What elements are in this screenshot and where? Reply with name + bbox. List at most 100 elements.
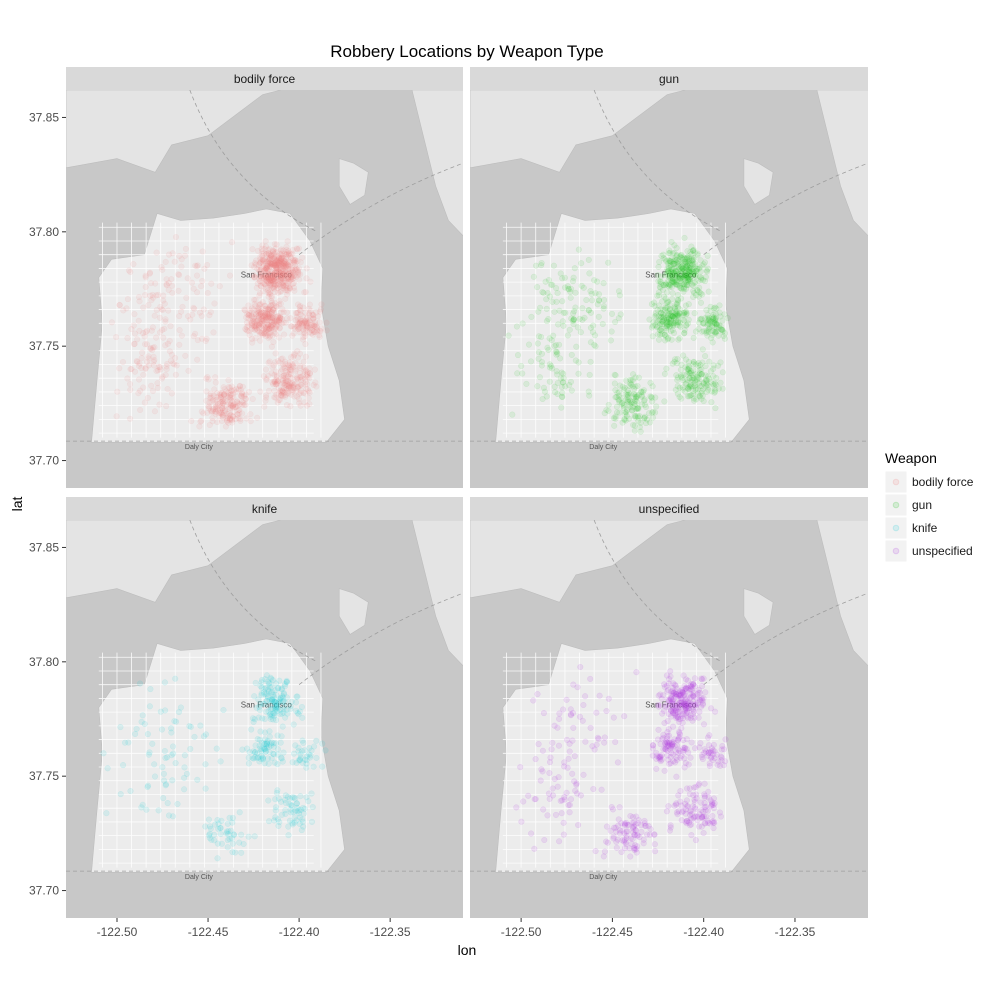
data-point bbox=[260, 756, 267, 763]
data-point bbox=[263, 314, 270, 321]
data-point bbox=[263, 264, 271, 271]
data-point bbox=[288, 375, 295, 382]
data-point bbox=[583, 296, 590, 304]
data-point bbox=[590, 322, 597, 329]
data-point bbox=[721, 330, 729, 337]
data-point bbox=[275, 259, 282, 266]
data-point bbox=[632, 406, 639, 413]
data-point bbox=[689, 247, 697, 254]
data-point bbox=[685, 384, 692, 391]
data-point bbox=[259, 272, 266, 280]
data-point bbox=[114, 388, 121, 395]
data-point bbox=[160, 795, 167, 802]
data-point bbox=[266, 333, 273, 340]
data-point bbox=[678, 695, 685, 702]
data-point bbox=[664, 688, 671, 695]
data-point bbox=[267, 302, 274, 309]
data-point bbox=[255, 754, 262, 761]
data-point bbox=[276, 819, 283, 826]
data-point bbox=[687, 273, 694, 280]
data-point bbox=[703, 307, 710, 314]
data-point bbox=[283, 385, 290, 392]
data-point bbox=[239, 389, 246, 396]
data-point bbox=[690, 246, 697, 254]
data-point bbox=[228, 397, 235, 404]
data-point bbox=[705, 314, 712, 321]
data-point bbox=[523, 380, 530, 387]
data-point bbox=[661, 293, 668, 300]
data-point bbox=[225, 394, 232, 401]
data-point bbox=[296, 321, 303, 328]
data-point bbox=[273, 257, 280, 264]
data-point bbox=[262, 265, 269, 272]
data-points bbox=[100, 672, 329, 862]
data-point bbox=[280, 276, 287, 283]
data-point bbox=[701, 820, 708, 827]
data-point bbox=[268, 261, 275, 268]
data-point bbox=[283, 694, 290, 701]
data-point bbox=[664, 732, 671, 739]
data-point bbox=[298, 381, 305, 388]
data-point bbox=[203, 388, 210, 395]
data-point bbox=[713, 321, 720, 328]
data-point bbox=[710, 373, 717, 380]
data-point bbox=[683, 736, 690, 743]
data-point bbox=[265, 311, 272, 318]
data-point bbox=[307, 307, 314, 314]
data-point bbox=[674, 263, 681, 271]
data-point bbox=[674, 390, 681, 397]
data-point bbox=[294, 348, 301, 355]
data-point bbox=[287, 276, 295, 283]
map-land-treasure-island bbox=[338, 588, 369, 635]
data-point bbox=[586, 270, 593, 277]
data-point bbox=[162, 707, 169, 714]
data-point bbox=[687, 712, 694, 719]
data-point bbox=[685, 364, 693, 371]
data-point bbox=[668, 336, 675, 343]
data-point bbox=[278, 255, 285, 262]
data-point bbox=[189, 311, 196, 318]
data-point bbox=[239, 390, 246, 397]
data-point bbox=[285, 384, 292, 392]
data-point bbox=[289, 275, 296, 282]
data-point bbox=[264, 308, 271, 316]
data-point bbox=[268, 274, 275, 281]
data-point bbox=[262, 325, 269, 332]
data-point bbox=[284, 380, 291, 388]
data-point bbox=[248, 312, 255, 319]
data-point bbox=[564, 764, 571, 771]
data-point bbox=[301, 368, 308, 375]
data-point bbox=[270, 743, 277, 750]
data-point bbox=[181, 786, 188, 793]
data-point bbox=[681, 281, 688, 288]
data-point bbox=[638, 392, 645, 399]
data-point bbox=[303, 318, 310, 325]
data-point bbox=[303, 324, 310, 331]
data-point bbox=[691, 745, 699, 752]
data-point bbox=[246, 331, 253, 338]
data-point bbox=[265, 257, 272, 264]
data-point bbox=[211, 821, 219, 828]
data-point bbox=[686, 268, 693, 275]
data-point bbox=[257, 320, 264, 327]
data-point bbox=[271, 329, 278, 336]
data-point bbox=[549, 365, 556, 372]
legend-title: Weapon bbox=[885, 450, 937, 466]
data-point bbox=[550, 332, 557, 339]
data-point bbox=[684, 393, 691, 400]
data-point bbox=[666, 281, 673, 288]
data-point bbox=[563, 696, 570, 703]
data-point bbox=[269, 261, 276, 268]
data-point bbox=[136, 298, 143, 305]
data-point bbox=[652, 409, 659, 416]
data-point bbox=[679, 281, 686, 288]
data-point bbox=[699, 359, 706, 366]
data-point bbox=[585, 307, 592, 314]
data-point bbox=[677, 275, 684, 282]
data-point bbox=[172, 354, 179, 362]
data-point bbox=[280, 271, 287, 278]
data-point bbox=[127, 386, 134, 393]
data-point bbox=[716, 302, 723, 309]
data-point bbox=[570, 724, 577, 731]
data-point bbox=[310, 381, 317, 389]
